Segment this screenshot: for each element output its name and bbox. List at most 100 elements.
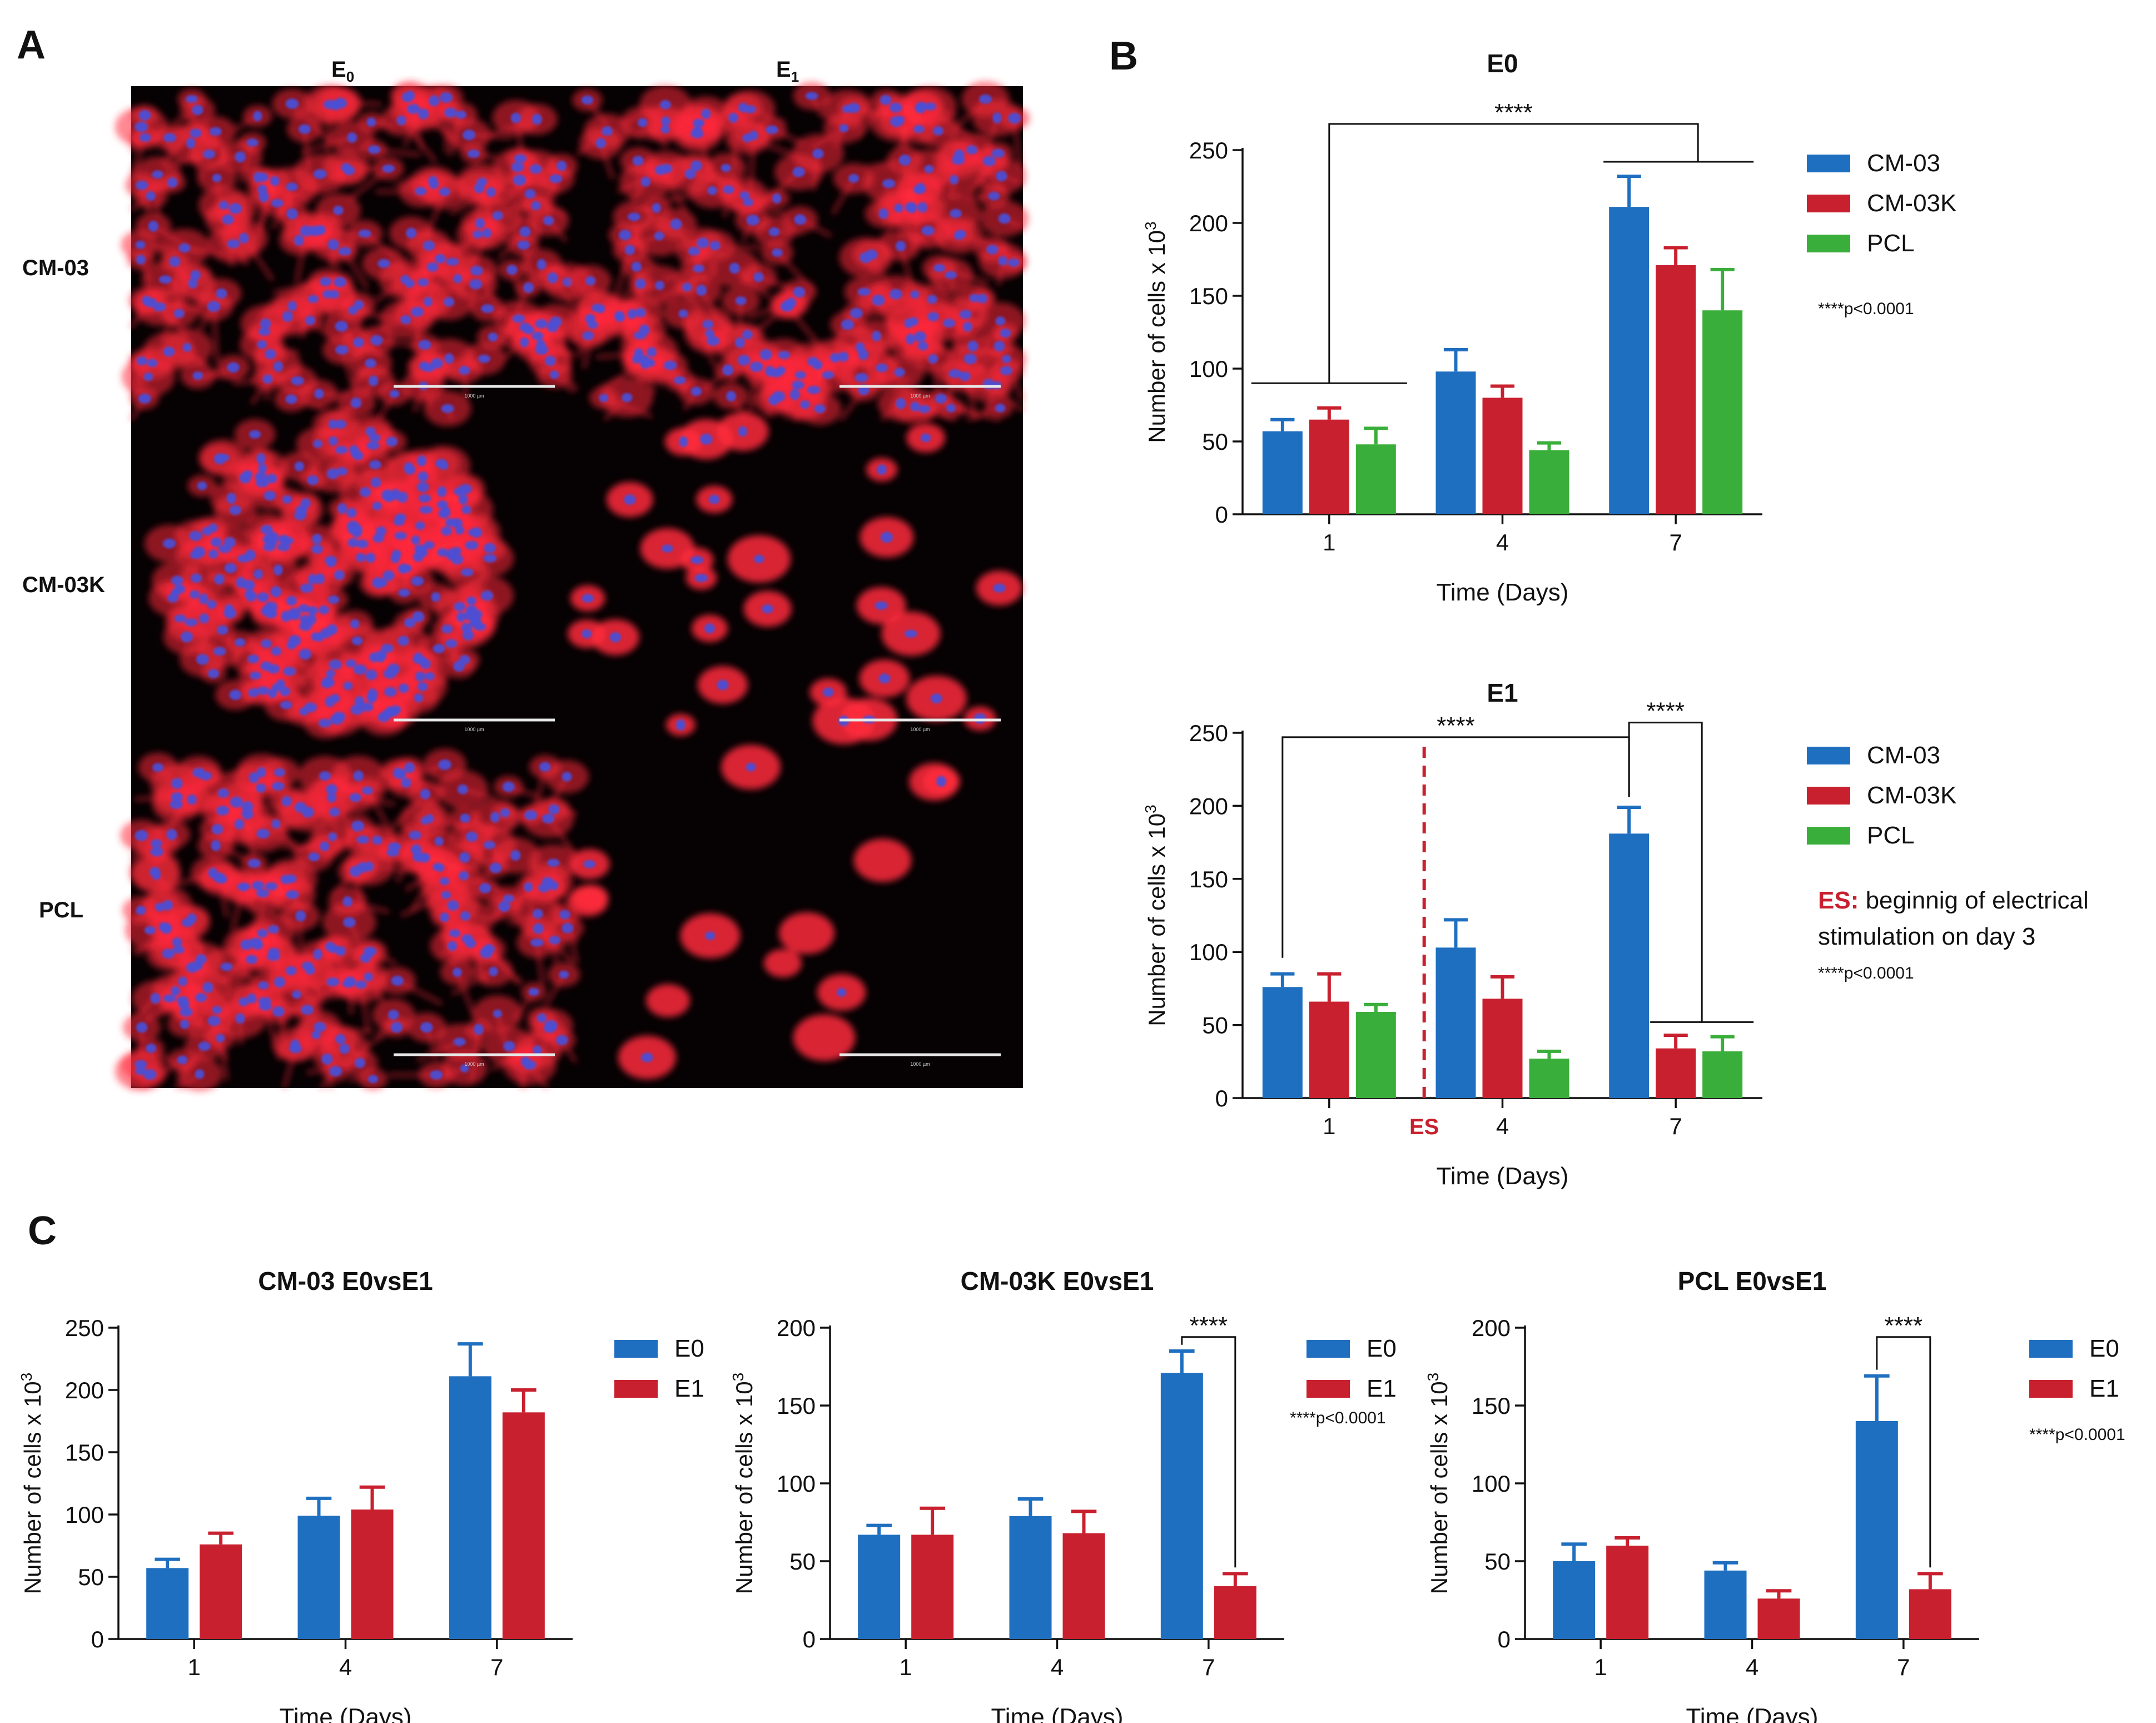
microscopy-tile: 1000 µm bbox=[567, 81, 1030, 425]
legend-swatch bbox=[614, 1380, 658, 1398]
y-axis-label-main: Number of cells x 10 bbox=[1144, 230, 1170, 443]
x-axis-label: Time (Days) bbox=[1437, 1163, 1569, 1190]
x-tick-label: 7 bbox=[490, 1654, 503, 1680]
y-tick-label: 150 bbox=[1472, 1393, 1511, 1419]
y-tick-label: 150 bbox=[777, 1393, 816, 1419]
y-axis-label: Number of cells x 103 bbox=[1424, 1373, 1452, 1594]
significance-bracket bbox=[1876, 1336, 1931, 1568]
bar bbox=[1656, 1048, 1696, 1098]
significance-bracket bbox=[1328, 123, 1699, 384]
x-axis-label: Time (Days) bbox=[1437, 579, 1569, 606]
y-tick-label: 200 bbox=[1189, 793, 1228, 819]
y-tick-label: 50 bbox=[1484, 1548, 1511, 1575]
bar bbox=[911, 1535, 954, 1639]
bar bbox=[1262, 431, 1303, 514]
es-marker-label: ES bbox=[1409, 1115, 1439, 1139]
legend-swatch bbox=[1807, 787, 1850, 805]
bar bbox=[1009, 1516, 1052, 1639]
bar bbox=[1553, 1561, 1596, 1639]
microscopy-tile: 1000 µm bbox=[144, 409, 555, 739]
legend-swatch bbox=[2029, 1340, 2073, 1358]
bar bbox=[1309, 419, 1349, 514]
x-tick-label: 1 bbox=[187, 1654, 200, 1680]
y-tick-label: 200 bbox=[65, 1377, 104, 1403]
bar bbox=[1435, 371, 1476, 514]
bar bbox=[1909, 1589, 1951, 1639]
bar bbox=[351, 1510, 394, 1639]
col-label-e0: E0 bbox=[331, 57, 354, 85]
microscopy-cells: 1000 µm 1000 µm 1000 µm 1000 µm 1000 µm 1000 … bbox=[115, 81, 1030, 1091]
x-tick-label: 4 bbox=[1746, 1654, 1758, 1680]
bar bbox=[1529, 1059, 1569, 1098]
significance-bracket bbox=[1628, 722, 1703, 1022]
significance-note: ****p<0.0001 bbox=[1818, 300, 1914, 318]
legend-label: E1 bbox=[2089, 1375, 2119, 1402]
y-axis-label: Number of cells x 103 bbox=[1142, 805, 1170, 1026]
significance-note: ****p<0.0001 bbox=[2029, 1426, 2125, 1444]
cell-nuclei bbox=[583, 763, 946, 1062]
bar bbox=[1609, 833, 1650, 1098]
legend-label: CM-03 bbox=[1867, 150, 1940, 177]
x-tick-label: 4 bbox=[1496, 1113, 1509, 1139]
significance-stars: **** bbox=[1190, 1312, 1228, 1339]
chart-title: CM-03 E0vsE1 bbox=[258, 1267, 433, 1295]
bar bbox=[1529, 450, 1569, 514]
y-axis-label-sup: 3 bbox=[18, 1373, 35, 1382]
x-tick-label: 7 bbox=[1202, 1654, 1215, 1680]
significance-stars: **** bbox=[1885, 1312, 1923, 1339]
y-tick-label: 0 bbox=[1498, 1626, 1511, 1652]
chart-title: E0 bbox=[1487, 49, 1518, 78]
y-tick-label: 200 bbox=[1189, 210, 1228, 236]
y-axis-label-sup: 3 bbox=[1142, 221, 1159, 230]
bar bbox=[200, 1544, 242, 1639]
bar bbox=[1757, 1598, 1800, 1639]
significance-note: ****p<0.0001 bbox=[1290, 1409, 1386, 1427]
scale-bar-label: 1000 µm bbox=[910, 393, 930, 399]
es-legend-note: ES: beginnig of electrical bbox=[1818, 887, 2089, 914]
legend-label: CM-03K bbox=[1867, 190, 1956, 217]
col-label-e1-base: E bbox=[776, 57, 791, 82]
cell-nuclei bbox=[135, 759, 574, 1084]
legend-label: E0 bbox=[674, 1335, 704, 1362]
bar bbox=[1855, 1421, 1898, 1639]
y-axis-label-main: Number of cells x 10 bbox=[731, 1381, 757, 1594]
chart-b-e0: E0 0 50 100 150 200 250 1 4 7 Time (Days) Number of… bbox=[1142, 49, 1956, 606]
legend-label: E1 bbox=[1367, 1375, 1397, 1402]
bar bbox=[449, 1376, 491, 1639]
significance-stars: **** bbox=[1646, 698, 1685, 725]
bar bbox=[146, 1568, 189, 1639]
bar bbox=[1702, 1051, 1743, 1098]
microscopy-tile: 1000 µm bbox=[115, 748, 589, 1091]
y-tick-label: 150 bbox=[65, 1439, 104, 1466]
legend-label: E1 bbox=[674, 1375, 704, 1402]
bar bbox=[1482, 398, 1523, 514]
significance-bracket bbox=[1181, 1336, 1236, 1568]
scale-bar-label: 1000 µm bbox=[464, 393, 484, 399]
y-axis-label: Number of cells x 103 bbox=[18, 1373, 46, 1594]
significance-note: ****p<0.0001 bbox=[1818, 964, 1914, 982]
legend-label: E0 bbox=[1367, 1335, 1397, 1362]
x-axis-label: Time (Days) bbox=[991, 1704, 1124, 1723]
x-tick-label: 4 bbox=[1051, 1654, 1064, 1680]
legend-label: CM-03K bbox=[1867, 782, 1956, 809]
y-tick-label: 150 bbox=[1189, 866, 1228, 892]
panel-label-c: C bbox=[28, 1209, 57, 1253]
row-label-pcl: PCL bbox=[39, 898, 83, 922]
x-tick-label: 1 bbox=[899, 1654, 912, 1680]
bar bbox=[502, 1412, 545, 1639]
scale-bar-label: 1000 µm bbox=[910, 727, 930, 732]
microscopy-tile: 1000 µm bbox=[567, 744, 1001, 1080]
y-tick-label: 100 bbox=[1472, 1471, 1511, 1497]
col-label-e0-sub: 0 bbox=[346, 68, 354, 85]
cell-nuclei bbox=[581, 92, 1021, 413]
x-tick-label: 7 bbox=[1897, 1654, 1910, 1680]
x-tick-label: 7 bbox=[1669, 529, 1682, 555]
y-tick-label: 250 bbox=[1189, 720, 1228, 746]
cell-nuclei bbox=[135, 91, 573, 413]
es-legend-text-2: stimulation on day 3 bbox=[1818, 923, 2035, 950]
chart-c-pcl: PCL E0vsE1 0 50 100 150 200 1 4 7 Time (Days) Numb… bbox=[1424, 1267, 2125, 1723]
legend-label: E0 bbox=[2089, 1335, 2119, 1362]
chart-title: PCL E0vsE1 bbox=[1678, 1267, 1827, 1295]
x-tick-label: 1 bbox=[1594, 1654, 1607, 1680]
